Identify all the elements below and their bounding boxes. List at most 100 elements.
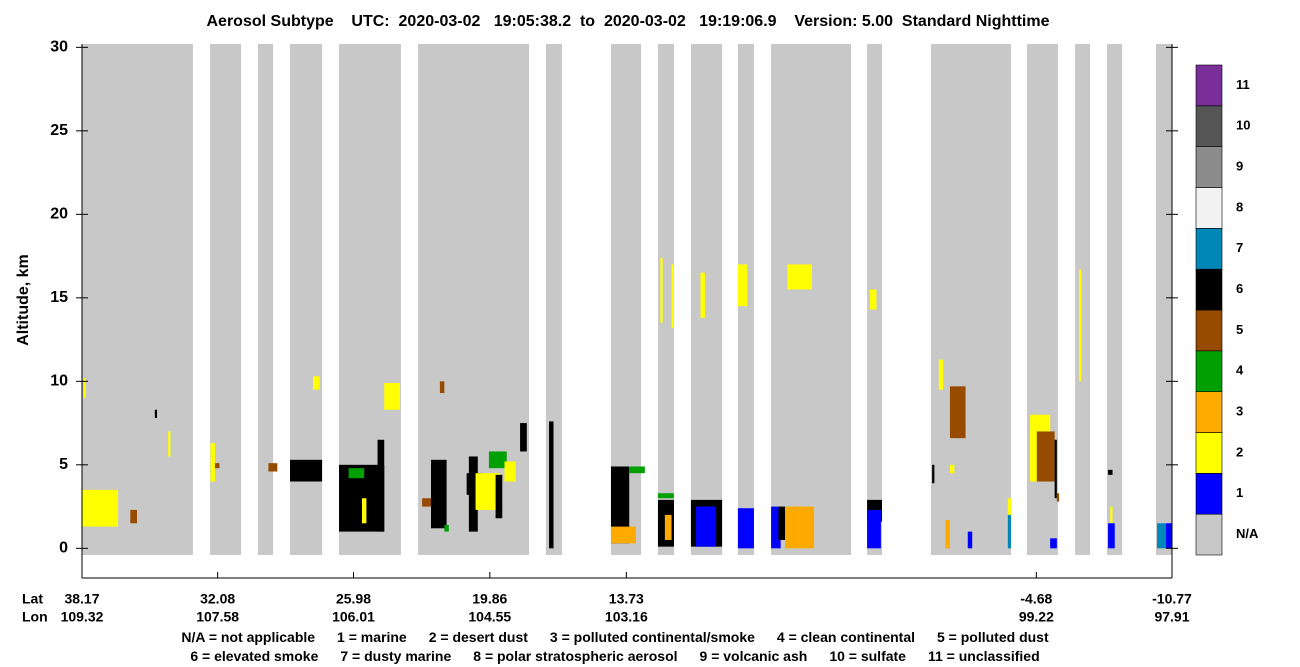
aerosol-layer <box>312 376 320 390</box>
aerosol-layer <box>1007 498 1011 515</box>
aerosol-layer <box>785 506 815 549</box>
aerosol-layer <box>945 519 950 549</box>
y-tick-label: 0 <box>59 540 68 557</box>
profile <box>771 44 852 555</box>
aerosol-layer <box>431 459 447 529</box>
aerosol-layer <box>778 506 786 540</box>
legend-entry: 9 = volcanic ash <box>700 648 808 664</box>
colorbar-label: 6 <box>1236 281 1243 296</box>
aerosol-layer <box>348 468 365 479</box>
x-tick-label: -4.68 <box>1020 591 1052 607</box>
aerosol-layer <box>967 531 973 549</box>
x-tick-label: 32.08 <box>200 591 235 607</box>
aerosol-layer <box>361 498 367 524</box>
aerosol-layer <box>1108 469 1113 475</box>
profile <box>82 44 193 555</box>
aerosol-layer <box>154 409 158 419</box>
colorbar-label: 5 <box>1236 322 1243 337</box>
legend-entry: 6 = elevated smoke <box>190 648 318 664</box>
profile <box>690 44 723 555</box>
aerosol-layer <box>938 359 944 390</box>
legend-entry: N/A = not applicable <box>181 629 315 645</box>
colorbar-label: 7 <box>1236 240 1243 255</box>
colorbar-label: 2 <box>1236 444 1243 459</box>
aerosol-layer <box>787 264 812 290</box>
aerosol-layer <box>83 377 86 399</box>
aerosol-layer <box>1050 538 1057 549</box>
aerosol-layer <box>1110 506 1113 524</box>
aerosol-layer <box>504 461 516 482</box>
aerosol-layer <box>439 381 445 394</box>
profile <box>1106 44 1123 555</box>
aerosol-layer <box>949 386 966 439</box>
aerosol-layer <box>210 443 215 482</box>
profile <box>210 44 242 555</box>
colorbar-swatch <box>1195 473 1223 515</box>
aerosol-layer <box>660 257 663 323</box>
colorbar-swatch <box>1195 105 1223 147</box>
chart-title: Aerosol Subtype UTC: 2020-03-02 19:05:38… <box>207 13 1050 30</box>
y-axis-label: Altitude, km <box>15 254 32 346</box>
aerosol-layer <box>444 524 449 532</box>
colorbar-swatch <box>1195 513 1223 556</box>
aerosol-layer <box>737 264 748 307</box>
aerosol-layer <box>1036 431 1055 482</box>
colorbar-label: 8 <box>1236 199 1243 214</box>
aerosol-layer <box>737 508 754 549</box>
colorbar-swatch <box>1195 268 1223 311</box>
y-tick-label: 30 <box>50 39 68 56</box>
aerosol-layer <box>1108 523 1115 549</box>
profile <box>1155 44 1172 555</box>
colorbar-label: N/A <box>1236 526 1259 541</box>
lat-row-label: Lat <box>22 591 43 607</box>
aerosol-layer <box>954 428 966 439</box>
aerosol-layer <box>214 463 220 469</box>
aerosol-layer <box>700 272 705 318</box>
colorbar-swatch <box>1195 228 1223 270</box>
lon-tick-label: 103.16 <box>605 609 648 625</box>
aerosol-layer <box>1079 269 1082 382</box>
x-tick-label: 38.17 <box>64 591 99 607</box>
aerosol-layer <box>422 498 432 507</box>
x-tick-label: -10.77 <box>1152 591 1192 607</box>
aerosol-layer <box>949 464 955 474</box>
colorbar-swatch <box>1195 309 1223 352</box>
y-tick-label: 5 <box>59 456 68 473</box>
legend-row: N/A = not applicable 1 = marine 2 = desert… <box>181 629 1049 645</box>
aerosol-layer <box>1157 523 1166 549</box>
legend-entry: 2 = desert dust <box>429 629 529 645</box>
legend-entry: 10 = sulfate <box>829 648 906 664</box>
aerosol-layer <box>664 514 672 540</box>
aerosol-layer <box>549 421 554 549</box>
aerosol-layer <box>629 466 645 474</box>
lon-tick-label: 99.22 <box>1019 609 1054 625</box>
profile <box>545 44 562 555</box>
colorbar-swatch <box>1195 432 1223 474</box>
aerosol-layer <box>495 474 503 519</box>
aerosol-layer <box>377 439 385 532</box>
aerosol-layer <box>657 493 674 499</box>
y-tick-label: 15 <box>50 289 68 306</box>
x-tick-label: 13.73 <box>609 591 644 607</box>
colorbar-label: 1 <box>1236 485 1243 500</box>
colorbar-swatch <box>1195 64 1223 107</box>
aerosol-layer <box>520 423 527 452</box>
colorbar-swatch <box>1195 187 1223 229</box>
lon-tick-label: 97.91 <box>1154 609 1189 625</box>
x-tick-label: 19.86 <box>472 591 507 607</box>
aerosol-layer <box>488 451 507 469</box>
legend-entry: 1 = marine <box>337 629 407 645</box>
aerosol-layer <box>932 464 935 484</box>
colorbar-swatch <box>1195 146 1223 188</box>
aerosol-layer <box>1056 493 1060 502</box>
y-tick-label: 25 <box>50 122 68 139</box>
legend-entry: 5 = polluted dust <box>937 629 1049 645</box>
y-tick-label: 10 <box>50 373 68 390</box>
profile <box>257 44 274 555</box>
aerosol-layer <box>867 509 881 549</box>
aerosol-layer <box>290 459 323 482</box>
x-tick-label: 25.98 <box>336 591 371 607</box>
profile <box>1075 44 1091 555</box>
legend-entry: 11 = unclassified <box>928 648 1040 664</box>
